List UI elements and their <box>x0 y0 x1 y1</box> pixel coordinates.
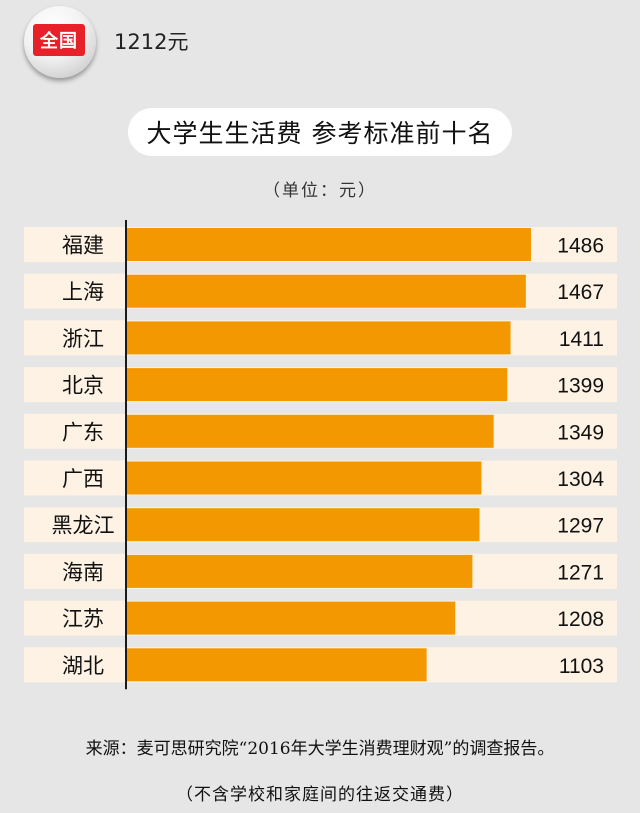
bar <box>126 648 427 682</box>
bar <box>126 368 508 402</box>
national-average-value: 1212元 <box>114 30 189 54</box>
category-label: 福建 <box>62 234 104 258</box>
category-label: 上海 <box>62 280 104 304</box>
bar <box>126 414 494 448</box>
bar <box>126 554 473 588</box>
source-text: 来源：麦可思研究院“2016年大学生消费理财观”的调查报告。 <box>85 739 555 759</box>
category-label: 海南 <box>62 560 104 584</box>
category-label: 广东 <box>62 420 104 444</box>
category-label: 北京 <box>62 374 104 398</box>
category-label: 江苏 <box>62 607 104 631</box>
value-label: 1304 <box>557 468 604 491</box>
value-label: 1297 <box>557 515 604 538</box>
category-label: 湖北 <box>62 654 104 678</box>
value-label: 1271 <box>557 561 604 584</box>
bar <box>126 228 531 261</box>
bar <box>126 321 511 355</box>
value-label: 1349 <box>557 421 604 444</box>
national-badge-label: 全国 <box>33 24 85 56</box>
value-label: 1208 <box>557 608 604 631</box>
bar <box>126 461 482 495</box>
bar <box>126 508 480 542</box>
unit-label: （单位：元） <box>263 181 377 201</box>
value-label: 1103 <box>559 655 604 678</box>
chart-title: 大学生生活费 参考标准前十名 <box>128 108 512 156</box>
note-text: （不含学校和家庭间的往返交通费） <box>176 785 464 805</box>
category-label: 浙江 <box>62 327 104 351</box>
bar <box>126 601 456 635</box>
category-label: 黑龙江 <box>52 514 115 538</box>
value-label: 1486 <box>557 235 604 258</box>
category-label: 广西 <box>62 467 104 491</box>
value-label: 1399 <box>557 375 604 398</box>
value-label: 1411 <box>559 328 604 351</box>
bar <box>126 274 526 308</box>
value-label: 1467 <box>557 281 604 304</box>
